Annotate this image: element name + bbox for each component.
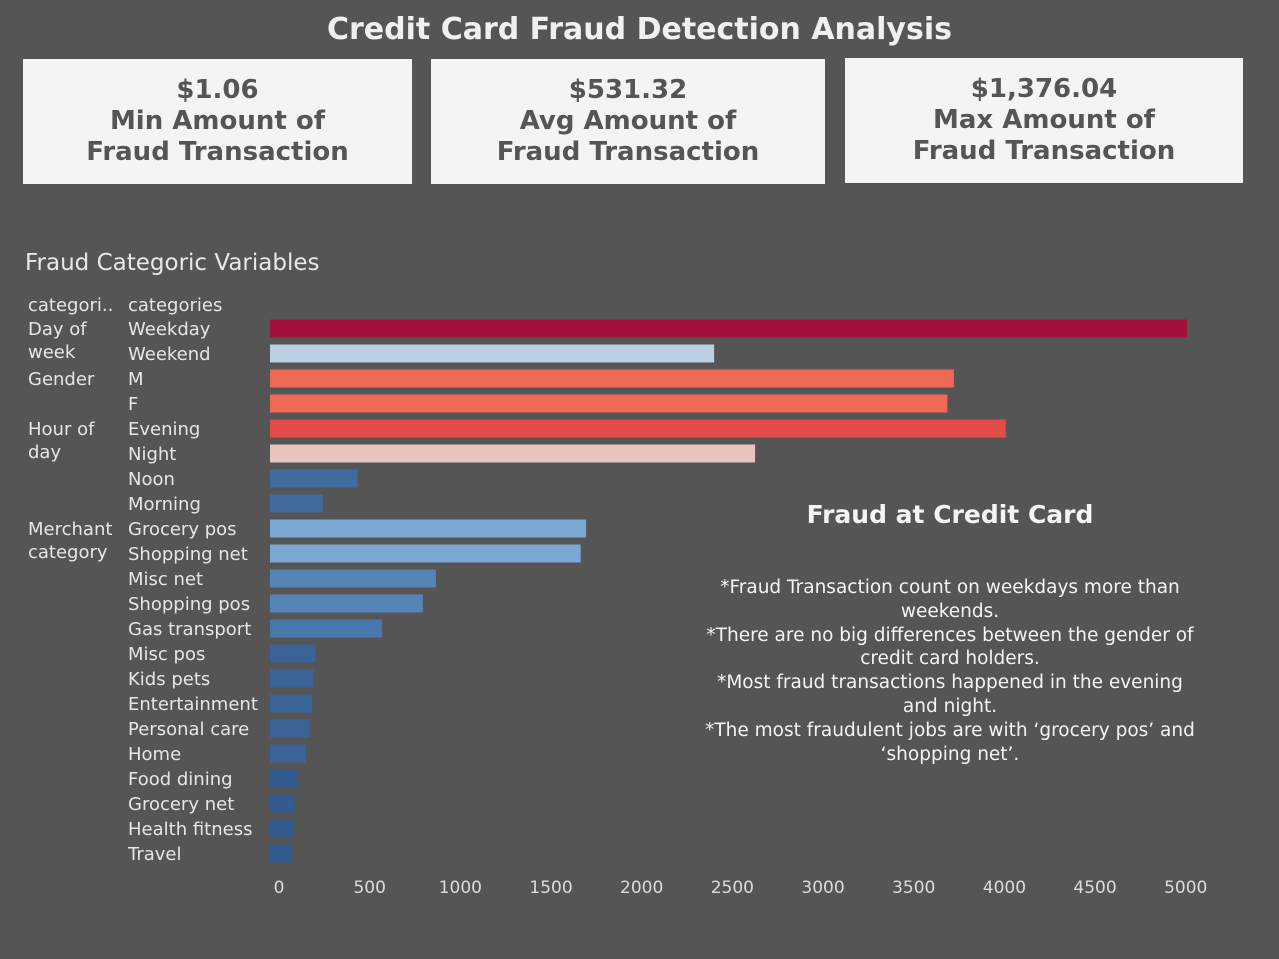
x-tick-label: 2000: [620, 878, 663, 898]
bar-evening[interactable]: [270, 419, 1006, 438]
x-tick-label: 5000: [1164, 878, 1207, 898]
bar-health-fitness[interactable]: [270, 819, 295, 838]
bar-noon[interactable]: [270, 469, 358, 488]
kpi-label-line2: Fraud Transaction: [496, 137, 760, 167]
x-tick-label: 2500: [711, 878, 754, 898]
category-label: Travel: [127, 844, 182, 865]
category-label: Home: [128, 744, 181, 765]
kpi-label-line1: Min Amount of: [109, 106, 326, 136]
annotation-note: *Fraud Transaction count on weekdays mor…: [720, 577, 1180, 622]
category-label: Entertainment: [128, 694, 258, 715]
bar-morning[interactable]: [270, 494, 323, 513]
category-label: Grocery pos: [128, 519, 237, 540]
kpi-label-line2: Fraud Transaction: [86, 137, 349, 167]
group-label: Gender: [28, 369, 95, 390]
category-label: Weekday: [128, 319, 211, 340]
annotation-note: *Most fraud transactions happened in the…: [717, 672, 1183, 717]
bar-food-dining[interactable]: [270, 769, 298, 788]
bar-m[interactable]: [270, 369, 954, 388]
category-label: Weekend: [128, 344, 211, 365]
x-tick-label: 500: [353, 878, 385, 898]
category-label: Misc net: [128, 569, 203, 590]
category-label: Grocery net: [128, 794, 234, 815]
annotation-note: *The most fraudulent jobs are with ‘groc…: [705, 719, 1195, 765]
x-tick-label: 1500: [529, 878, 572, 898]
group-label: week: [28, 342, 76, 363]
group-label: Hour of: [28, 419, 95, 440]
x-tick-label: 4500: [1073, 878, 1116, 898]
bar-gas-transport[interactable]: [270, 619, 383, 638]
header-category-label: categories: [128, 295, 222, 316]
bar-f[interactable]: [270, 394, 948, 413]
annotation-notes: *Fraud Transaction count on weekdays mor…: [700, 576, 1200, 766]
category-label: Personal care: [128, 719, 249, 740]
x-tick-label: 3500: [892, 878, 935, 898]
page-title: Credit Card Fraud Detection Analysis: [327, 12, 952, 47]
category-label: F: [128, 394, 138, 415]
annotation-note: *There are no big differences between th…: [706, 624, 1194, 670]
x-tick-label: 3000: [801, 878, 844, 898]
kpi-label-line2: Fraud Transaction: [912, 136, 1176, 166]
bar-entertainment[interactable]: [270, 694, 313, 713]
bar-personal-care[interactable]: [270, 719, 310, 738]
kpi-label-line1: Max Amount of: [933, 105, 1155, 135]
group-label: category: [28, 542, 108, 563]
category-label: Shopping pos: [128, 594, 250, 615]
bar-weekend[interactable]: [270, 344, 715, 363]
bar-night[interactable]: [270, 444, 756, 463]
category-label: Morning: [128, 494, 201, 515]
bar-shopping-net[interactable]: [270, 544, 581, 563]
category-label: Shopping net: [128, 544, 248, 565]
bar-shopping-pos[interactable]: [270, 594, 423, 613]
category-label: Noon: [128, 469, 175, 490]
bar-misc-net[interactable]: [270, 569, 436, 588]
bar-misc-pos[interactable]: [270, 644, 316, 663]
kpi-card-avg-amount: $531.32 Avg Amount of Fraud Transaction: [431, 59, 825, 184]
category-label: Night: [128, 444, 176, 465]
annotation-title: Fraud at Credit Card: [806, 500, 1094, 529]
x-tick-label: 4000: [983, 878, 1026, 898]
bar-grocery-pos[interactable]: [270, 519, 587, 538]
category-label: Health fitness: [128, 819, 252, 840]
group-label: day: [28, 442, 61, 463]
category-label: Evening: [128, 419, 200, 440]
chart-title: Fraud Categoric Variables: [25, 250, 320, 276]
group-label: Day of: [28, 319, 87, 340]
bar-weekday[interactable]: [270, 319, 1187, 338]
kpi-value: $531.32: [568, 75, 688, 105]
header-group-label: categori..: [28, 295, 113, 316]
kpi-card-min-amount: $1.06 Min Amount of Fraud Transaction: [23, 59, 412, 184]
bar-kids-pets[interactable]: [270, 669, 314, 688]
category-label: M: [128, 369, 144, 390]
category-label: Misc pos: [128, 644, 205, 665]
x-tick-label: 0: [274, 878, 285, 898]
kpi-label-line1: Avg Amount of: [519, 106, 737, 136]
group-label: Merchant: [28, 519, 112, 540]
bar-travel[interactable]: [270, 844, 292, 863]
x-tick-label: 1000: [439, 878, 482, 898]
bar-grocery-net[interactable]: [270, 794, 295, 813]
kpi-card-max-amount: $1,376.04 Max Amount of Fraud Transactio…: [845, 58, 1243, 183]
kpi-value: $1.06: [176, 75, 259, 105]
bar-home[interactable]: [270, 744, 306, 763]
category-label: Food dining: [128, 769, 233, 790]
category-label: Kids pets: [128, 669, 210, 690]
kpi-value: $1,376.04: [970, 74, 1118, 104]
category-label: Gas transport: [128, 619, 251, 640]
